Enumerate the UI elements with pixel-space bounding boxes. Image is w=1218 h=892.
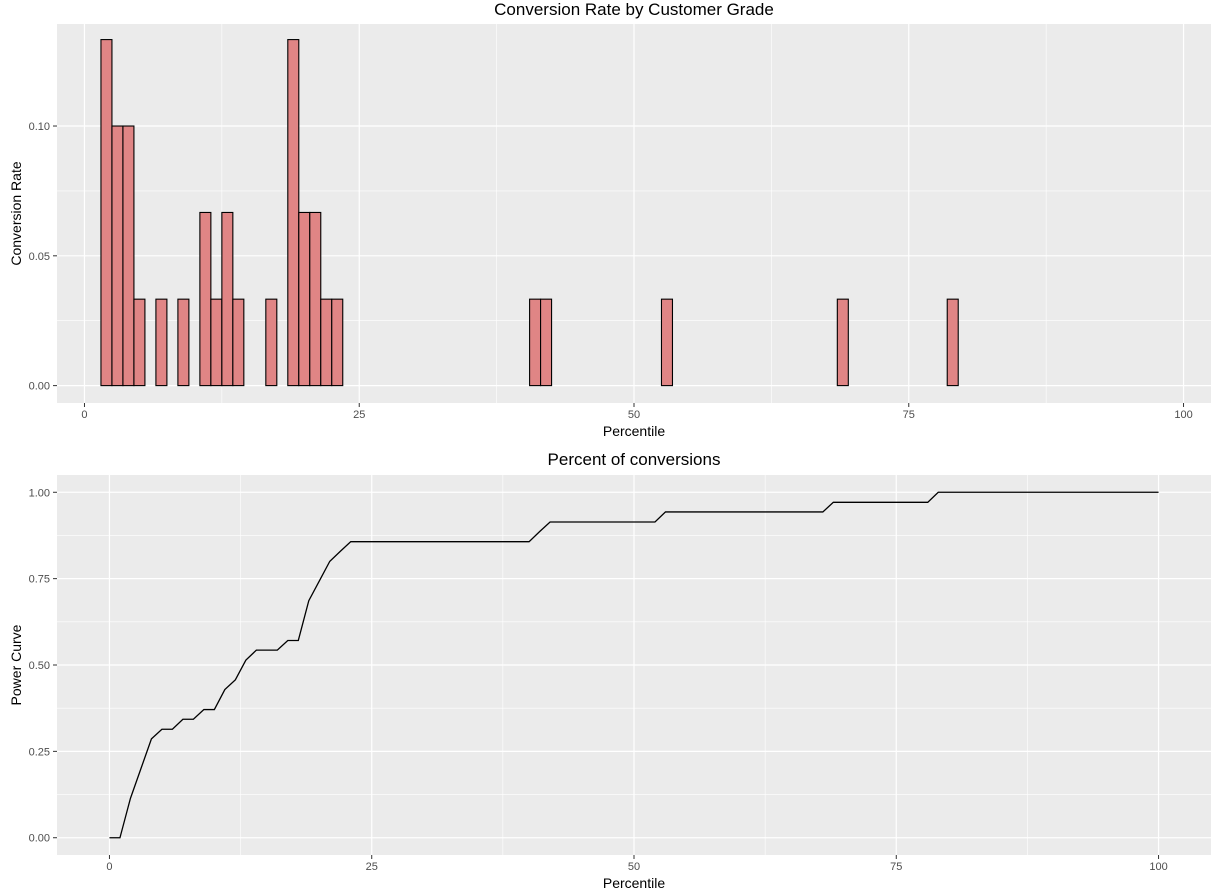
bar (122, 125, 135, 387)
y-tick-label: 0.75 (29, 574, 50, 586)
chart-title: Percent of conversions (548, 450, 721, 469)
bar (133, 298, 146, 387)
chart-svg: 0 25 50 75 100 0.00 0.25 0.50 0.75 1.00 Percent of… (8, 450, 1211, 891)
x-tick-label: 25 (366, 861, 378, 873)
bar (540, 298, 553, 387)
conversion-rate-chart: 0 25 50 75 100 0.00 0.05 0.10 Conversion Rate by… (8, 0, 1211, 439)
bar (529, 298, 542, 387)
x-tick-label: 100 (1174, 409, 1192, 421)
bar (111, 125, 124, 387)
bar (287, 39, 300, 387)
bar (660, 298, 674, 387)
x-tick-label: 50 (628, 409, 640, 421)
y-tick-label: 0.25 (29, 746, 50, 758)
bar (210, 298, 223, 387)
y-axis-title: Power Curve (8, 624, 24, 705)
bar (836, 298, 849, 387)
bar (177, 298, 190, 387)
power-curve-chart: 0 25 50 75 100 0.00 0.25 0.50 0.75 1.00 Percent of… (0, 450, 1218, 892)
bar (309, 211, 322, 387)
x-tick-label: 25 (353, 409, 365, 421)
bar (946, 298, 959, 387)
bar (265, 298, 278, 387)
y-axis-title: Conversion Rate (8, 161, 24, 265)
bar (221, 211, 234, 387)
x-tick-label: 100 (1149, 861, 1167, 873)
x-axis-title: Percentile (603, 875, 665, 891)
bar (320, 298, 333, 387)
bar (199, 211, 212, 387)
y-tick-label: 1.00 (29, 487, 50, 499)
x-tick-label: 75 (903, 409, 915, 421)
x-tick-label: 0 (81, 409, 87, 421)
x-tick-label: 0 (106, 861, 112, 873)
x-tick-label: 75 (890, 861, 902, 873)
chart-svg: 0 25 50 75 100 0.00 0.05 0.10 Conversion Rate by… (8, 0, 1211, 439)
x-tick-label: 50 (628, 861, 640, 873)
series-line (109, 491, 1159, 839)
y-tick-label: 0.00 (29, 381, 50, 393)
bar (298, 211, 311, 387)
bar (100, 39, 113, 387)
chart-title: Conversion Rate by Customer Grade (494, 0, 774, 19)
y-tick-label: 0.50 (29, 660, 50, 672)
y-tick-label: 0.10 (29, 121, 50, 133)
bar (232, 298, 245, 387)
y-tick-label: 0.05 (29, 251, 50, 263)
y-tick-label: 0.00 (29, 833, 50, 845)
bar (331, 298, 344, 387)
x-axis-title: Percentile (603, 423, 665, 439)
bar (155, 298, 168, 387)
